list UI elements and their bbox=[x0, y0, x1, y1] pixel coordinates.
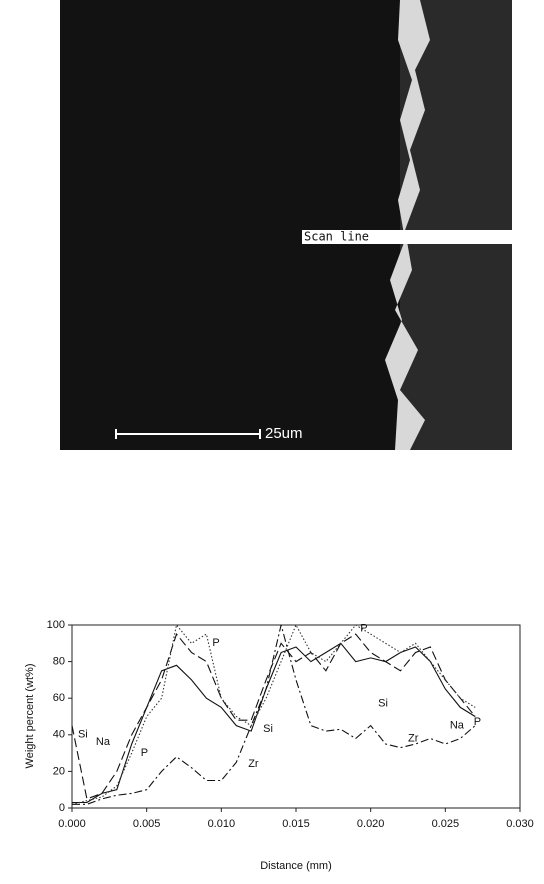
x-tick-label: 0.010 bbox=[208, 818, 236, 830]
x-axis-title: Distance (mm) bbox=[260, 860, 332, 872]
x-tick-label: 0.030 bbox=[506, 818, 534, 830]
sem-image: Scan line 25um bbox=[60, 0, 512, 450]
y-tick-label: 40 bbox=[53, 729, 65, 741]
series-annotation: P bbox=[360, 623, 367, 635]
x-tick-label: 0.025 bbox=[432, 818, 460, 830]
series-annotation: Zr bbox=[408, 732, 419, 744]
series-label: P bbox=[212, 637, 219, 649]
series-annotation: P bbox=[141, 747, 148, 759]
series-line bbox=[72, 642, 476, 804]
series-line bbox=[71, 623, 476, 805]
y-tick-label: 20 bbox=[53, 765, 65, 777]
x-tick-label: 0.015 bbox=[282, 818, 310, 830]
x-tick-label: 0.000 bbox=[58, 818, 86, 830]
series-annotation: Si bbox=[263, 723, 273, 735]
series-label: Si bbox=[78, 729, 88, 741]
series-label: Zr bbox=[248, 758, 259, 770]
y-tick-label: 80 bbox=[53, 656, 65, 668]
sem-interface bbox=[385, 0, 430, 450]
scan-label: Scan line bbox=[304, 230, 369, 244]
series-line bbox=[72, 624, 476, 805]
y-axis-title: Weight percent (wt%) bbox=[24, 664, 36, 769]
series-annotation: P bbox=[474, 716, 481, 728]
series-line bbox=[71, 632, 476, 800]
series-annotation: Si bbox=[378, 698, 388, 710]
x-tick-label: 0.005 bbox=[133, 818, 161, 830]
y-tick-label: 60 bbox=[53, 692, 65, 704]
y-tick-label: 0 bbox=[59, 802, 65, 814]
plot-frame bbox=[71, 624, 521, 809]
x-tick-label: 0.020 bbox=[357, 818, 385, 830]
scale-label: 25um bbox=[265, 425, 303, 442]
sem-right-region bbox=[400, 0, 512, 450]
y-tick-label: 100 bbox=[47, 619, 65, 631]
series-annotation: Na bbox=[450, 720, 465, 732]
scan-line bbox=[302, 230, 512, 244]
series-label: Na bbox=[96, 736, 111, 748]
